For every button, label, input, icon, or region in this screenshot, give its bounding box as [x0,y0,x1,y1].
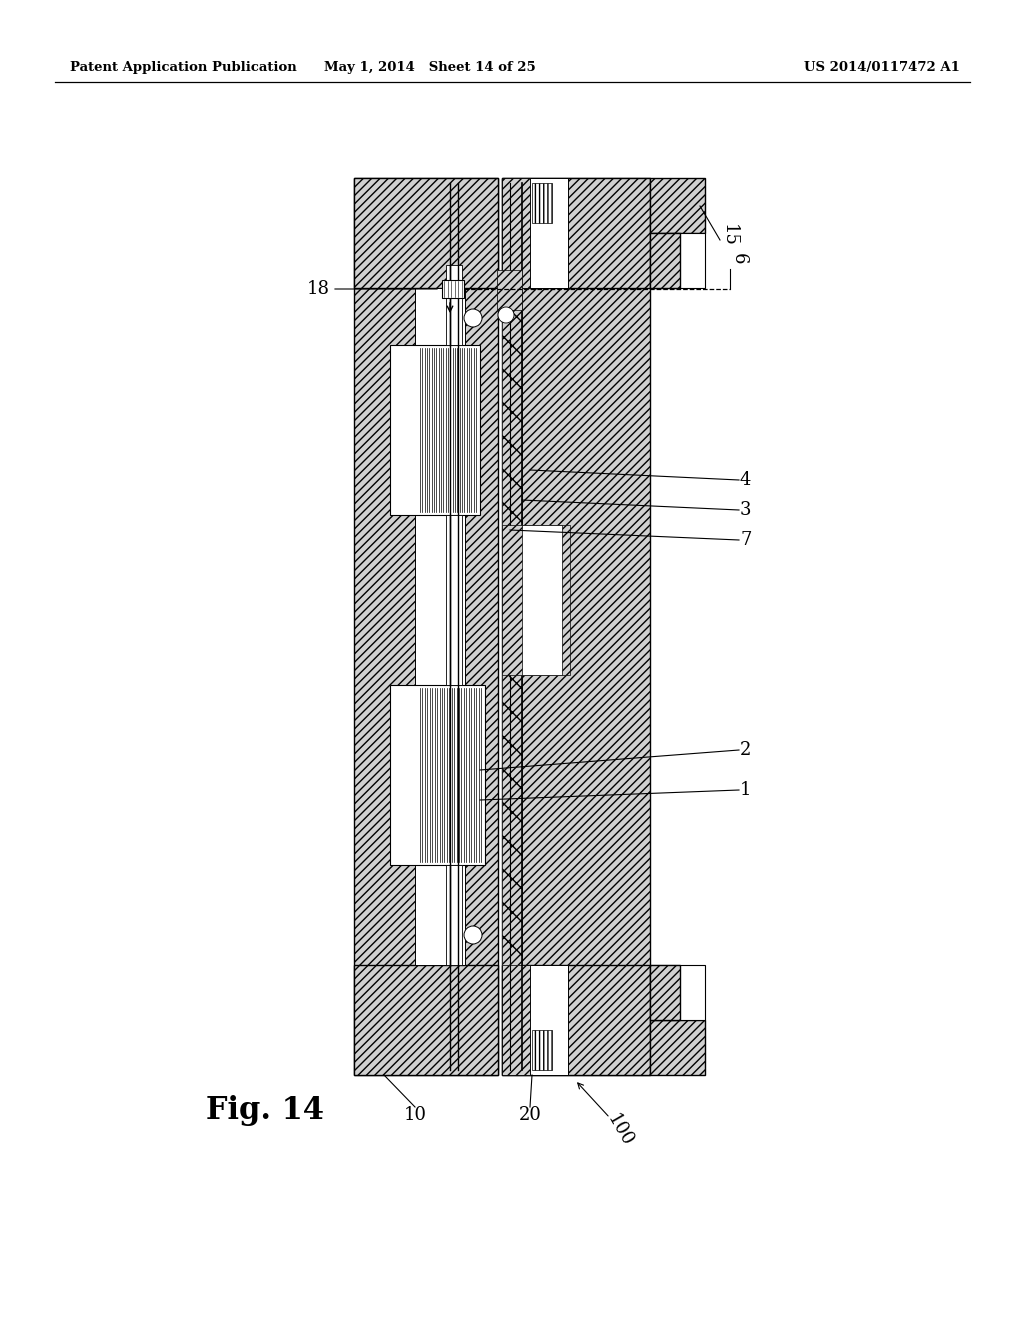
Bar [502,178,650,288]
Bar [446,265,462,345]
Bar [502,178,650,1074]
Bar [532,183,552,223]
Bar [530,965,568,1074]
Text: 6: 6 [730,253,748,265]
Bar [415,288,465,965]
Text: US 2014/0117472 A1: US 2014/0117472 A1 [804,62,961,74]
Circle shape [464,927,482,944]
Bar [497,271,522,310]
Bar [502,288,522,965]
Text: 18: 18 [307,280,330,298]
Bar [530,178,568,288]
Bar [650,965,680,1020]
Bar [650,178,705,234]
Bar [650,234,680,288]
Bar [502,178,530,288]
Circle shape [498,308,514,323]
Bar [650,965,705,1020]
Text: May 1, 2014   Sheet 14 of 25: May 1, 2014 Sheet 14 of 25 [325,62,536,74]
Bar [354,965,498,1074]
Bar [390,685,485,865]
Bar [650,1020,705,1074]
Bar [650,234,705,288]
Text: 1: 1 [740,781,752,799]
Bar [522,525,562,675]
Bar [446,515,462,685]
Circle shape [464,309,482,327]
Text: 100: 100 [603,1110,637,1150]
Bar [502,288,522,965]
Bar [532,1030,552,1071]
Text: 3: 3 [740,502,752,519]
Text: 15: 15 [720,223,738,247]
Bar [442,280,464,298]
Text: 2: 2 [740,741,752,759]
Text: Fig. 14: Fig. 14 [206,1094,324,1126]
Bar [502,965,530,1074]
Text: Patent Application Publication: Patent Application Publication [70,62,297,74]
Bar [502,525,570,675]
Text: 20: 20 [518,1106,542,1125]
Bar [502,965,650,1074]
Text: 4: 4 [740,471,752,488]
Text: 7: 7 [740,531,752,549]
Bar [446,865,462,965]
Text: 10: 10 [403,1106,427,1125]
Bar [354,178,498,288]
Bar [354,178,498,1074]
Bar [390,345,480,515]
